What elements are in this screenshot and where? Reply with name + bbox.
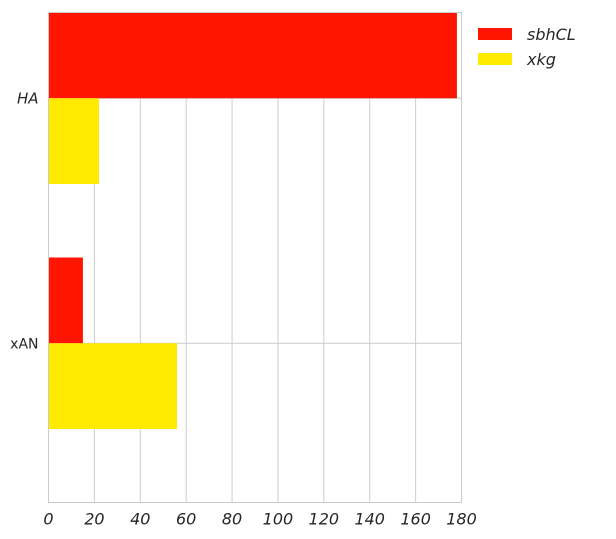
x-tick-label: 20 [84, 510, 104, 529]
x-tick-label: 140 [354, 510, 385, 529]
x-axis-ticks: 0 20 40 60 80 100 120 140 160 180 [43, 510, 476, 529]
x-tick-label: 80 [222, 510, 242, 529]
x-tick-label: 60 [176, 510, 196, 529]
x-tick-label: 40 [130, 510, 150, 529]
legend-label-xkg: xkg [526, 50, 556, 69]
x-tick-label: 100 [263, 510, 294, 529]
bars [48, 12, 457, 429]
bar-xkg-xAN [48, 343, 177, 429]
legend-swatch-sbhCL [478, 28, 512, 40]
legend-swatch-xkg [478, 53, 512, 65]
category-label: xAN [10, 336, 38, 352]
y-axis-categories: HA xAN [10, 89, 38, 352]
category-label: HA [17, 89, 39, 107]
bar-xkg-HA [48, 98, 99, 184]
legend: sbhCL xkg [478, 25, 576, 69]
bar-sbhCL-HA [48, 12, 457, 99]
plot-frame [48, 12, 462, 503]
x-tick-label: 160 [400, 510, 431, 529]
legend-label-sbhCL: sbhCL [527, 25, 576, 44]
bar-sbhCL-xAN [48, 257, 83, 344]
x-tick-label: 120 [309, 510, 340, 529]
x-tick-label: 0 [43, 510, 53, 529]
x-tick-label: 180 [446, 510, 477, 529]
